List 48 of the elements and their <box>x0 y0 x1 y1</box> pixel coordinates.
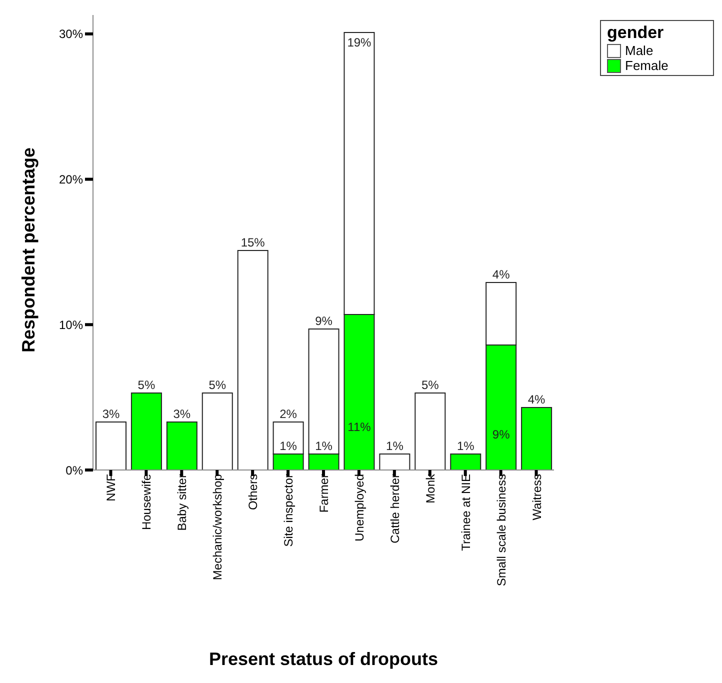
bar <box>237 250 268 470</box>
bar <box>521 406 552 470</box>
bar <box>379 454 410 470</box>
bar <box>130 392 162 470</box>
data-label: 5% <box>208 378 226 392</box>
data-label: 1% <box>386 439 404 454</box>
data-label: 1% <box>315 439 333 454</box>
data-label: 2% <box>280 407 298 422</box>
x-tick-label: Waitress <box>530 474 544 520</box>
x-tick-label: Baby sitter <box>175 474 190 531</box>
x-tick-label: Monk <box>423 473 438 504</box>
legend-title: gender <box>607 23 665 43</box>
x-axis-title: Present status of dropouts <box>208 649 438 669</box>
data-label: 9% <box>315 314 333 328</box>
x-tick-label: Farmer <box>317 474 332 513</box>
data-label: 5% <box>138 378 156 392</box>
data-label: 4% <box>492 267 510 282</box>
y-tick-label: 0% <box>66 463 84 478</box>
data-label: 3% <box>173 407 191 422</box>
bar <box>414 392 446 470</box>
bar <box>202 392 233 470</box>
bar <box>450 454 482 470</box>
bar <box>166 422 198 470</box>
text: Male <box>624 43 654 58</box>
data-label: 5% <box>421 378 440 392</box>
x-tick-label: NWF <box>104 474 118 502</box>
data-label: 1% <box>280 439 298 454</box>
x-tick-label: Small scale business <box>494 474 508 586</box>
legend-label: Female <box>624 58 670 73</box>
data-label: 9% <box>492 428 510 442</box>
x-tick-label: Unemployed <box>352 474 366 542</box>
x-tick-label: Site inspector <box>282 474 296 547</box>
data-label: 11% <box>348 420 372 434</box>
x-tick-label: Others <box>246 474 260 510</box>
data-label: 3% <box>102 407 120 422</box>
data-label: 4% <box>528 392 546 406</box>
data-label: 1% <box>456 439 475 454</box>
data-label: 19% <box>347 35 372 50</box>
bar <box>96 422 126 470</box>
y-tick-label: 30% <box>58 27 84 42</box>
y-axis-title: Respondent percentage <box>18 147 38 352</box>
data-label: 15% <box>240 235 266 250</box>
x-tick-label: Trainee at NIE <box>458 474 473 551</box>
y-tick-label: 10% <box>58 318 84 332</box>
x-tick-label: Housewife <box>140 474 154 530</box>
x-tick-label: Mechanic/workshop <box>210 474 225 580</box>
x-tick-label: Cattle herder <box>388 474 402 544</box>
y-tick-label: 20% <box>58 172 84 187</box>
